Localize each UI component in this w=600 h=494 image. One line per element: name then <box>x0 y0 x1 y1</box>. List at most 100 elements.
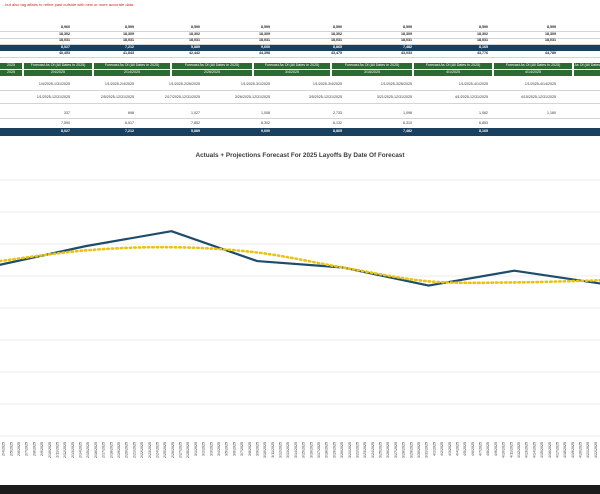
x-tick-label: 3/18/2025 <box>325 442 329 458</box>
table-cell: 1,098 <box>403 111 412 116</box>
x-tick-label: 4/7/2025 <box>479 442 483 456</box>
x-tick-label: 3/29/2025 <box>409 442 413 458</box>
table-cell: 18,302 <box>59 31 70 36</box>
x-tick-label: 4/20/2025 <box>579 442 583 458</box>
x-tick-label: 3/27/2025 <box>394 442 398 458</box>
table-cell: 337 <box>64 111 70 116</box>
header-cell: Forecast As Of (All Dates In 2025) <box>414 63 492 69</box>
table-cell: 8,165 <box>479 129 488 134</box>
x-tick-label: 2/26/2025 <box>171 442 175 458</box>
table-cell: 7,590 <box>61 121 70 126</box>
table-cell: 1/1/2025-2/4/2025 <box>104 82 134 87</box>
header-cell: 2/14/2025 <box>94 69 170 76</box>
x-tick-label: 4/8/2025 <box>486 442 490 456</box>
x-tick-label: 2/23/2025 <box>148 442 152 458</box>
x-tick-label: 2/7/2025 <box>25 442 29 456</box>
x-tick-label: 3/24/2025 <box>371 442 375 458</box>
table-cell: 18,302 <box>331 31 342 36</box>
x-tick-label: 3/7/2025 <box>240 442 244 456</box>
x-axis-tick-labels: 2/4/2025 2/5/2025 2/6/2025 2/7/2025 2/8/2025… <box>2 442 598 458</box>
table-cell: 6,132 <box>333 121 342 126</box>
table-cell: 6,517 <box>125 121 134 126</box>
table-cell: 1/1/2025-12/31/2025 <box>36 95 70 100</box>
table-cell: 1,027 <box>191 111 200 116</box>
header-cell: 2025 <box>0 63 22 69</box>
x-tick-label: 3/30/2025 <box>417 442 421 458</box>
table-cell: 18,031 <box>123 38 134 43</box>
table-cell: 18,309 <box>259 31 270 36</box>
header-cell: 2025 <box>0 69 22 76</box>
table-cell: 18,031 <box>59 38 70 43</box>
table-cell: 18,309 <box>545 31 556 36</box>
table-cell: 18,031 <box>189 38 200 43</box>
x-tick-label: 2/21/2025 <box>132 442 136 458</box>
x-tick-label: 4/9/2025 <box>494 442 498 456</box>
table-cell: 8,865 <box>333 129 342 134</box>
x-tick-label: 3/2/2025 <box>202 442 206 456</box>
window-bottom-bar <box>0 485 600 494</box>
x-tick-label: 4/10/2025 <box>502 442 506 458</box>
table-cell: 6,310 <box>403 121 412 126</box>
table-cell: 1,062 <box>479 111 488 116</box>
x-tick-label: 3/14/2025 <box>294 442 298 458</box>
x-tick-label: 3/6/2025 <box>232 442 236 456</box>
header-cell: Forecast As Of (All Dates In 2025) <box>24 63 92 69</box>
table-cell: 7,852 <box>191 121 200 126</box>
summary-row: 8,960 8,599 8,590 8,599 8,590 8,599 8,590 8,599 <box>0 25 600 32</box>
table-cell: 1/1/2025-4/14/2025 <box>524 82 556 87</box>
table-cell: 2,733 <box>333 111 342 116</box>
table-cell: 9,600 <box>261 129 270 134</box>
table-cell: 8,027 <box>61 129 70 134</box>
detail-row: 1/1/2025-12/31/2025 2/5/2025-12/31/2025 2/… <box>0 93 600 104</box>
table-cell: 7,482 <box>403 44 412 49</box>
x-tick-label: 2/17/2025 <box>102 442 106 458</box>
table-cell: 18,309 <box>123 31 134 36</box>
x-tick-label: 3/5/2025 <box>225 442 229 456</box>
table-cell: 43,776 <box>477 51 488 56</box>
header-cell: 3/4/2025 <box>254 69 330 76</box>
table-cell: 44,789 <box>545 51 556 56</box>
table-cell: 8,599 <box>125 25 134 30</box>
table-cell: 42,442 <box>189 51 200 56</box>
table-cell: 18,031 <box>259 38 270 43</box>
table-cell: 3/5/2025-12/31/2025 <box>308 95 342 100</box>
table-cell: 3/26/2025-12/31/2025 <box>234 95 270 100</box>
x-tick-label: 4/3/2025 <box>448 442 452 456</box>
table-cell: 18,031 <box>331 38 342 43</box>
table-cell: 18,309 <box>401 31 412 36</box>
detail-row: 337 698 1,027 1,008 2,733 1,098 1,062 1,160 <box>0 110 600 119</box>
table-cell: 44,398 <box>259 51 270 56</box>
x-tick-label: 4/21/2025 <box>586 442 590 458</box>
x-tick-label: 2/20/2025 <box>125 442 129 458</box>
x-tick-label: 4/18/2025 <box>563 442 567 458</box>
forecast-line-chart: Actuals + Projections Forecast For 2025 … <box>0 152 600 458</box>
header-cell: Forecast As Of (All Dates In 2025) <box>172 63 252 69</box>
x-tick-label: 4/11/2025 <box>509 442 513 458</box>
x-tick-label: 3/21/2025 <box>348 442 352 458</box>
table-cell: 3/21/2025-12/31/2025 <box>376 95 412 100</box>
x-tick-label: 3/26/2025 <box>386 442 390 458</box>
table-cell: 8,865 <box>333 44 342 49</box>
table-cell: 8,590 <box>191 25 200 30</box>
chart-series <box>0 230 600 287</box>
header-cell: Forecast As Of (All Dates In 2025) <box>494 63 572 69</box>
x-tick-label: 2/22/2025 <box>140 442 144 458</box>
table-cell: 4/15/2025-12/31/2025 <box>520 95 556 100</box>
x-tick-label: 4/22/2025 <box>594 442 598 458</box>
table-cell: 2/17/2025-12/31/2025 <box>164 95 200 100</box>
x-tick-label: 2/13/2025 <box>71 442 75 458</box>
x-tick-label: 2/5/2025 <box>9 442 13 456</box>
x-tick-label: 2/19/2025 <box>117 442 121 458</box>
x-tick-label: 2/27/2025 <box>179 442 183 458</box>
table-cell: 43,033 <box>401 51 412 56</box>
table-cell: 8,960 <box>61 25 70 30</box>
x-tick-label: 3/15/2025 <box>302 442 306 458</box>
x-tick-label: 2/8/2025 <box>32 442 36 456</box>
x-tick-label: 4/6/2025 <box>471 442 475 456</box>
x-tick-label: 2/9/2025 <box>40 442 44 456</box>
table-cell: 6,853 <box>479 121 488 126</box>
x-tick-label: 3/10/2025 <box>263 442 267 458</box>
table-cell: 9,600 <box>261 44 270 49</box>
x-tick-label: 3/25/2025 <box>379 442 383 458</box>
